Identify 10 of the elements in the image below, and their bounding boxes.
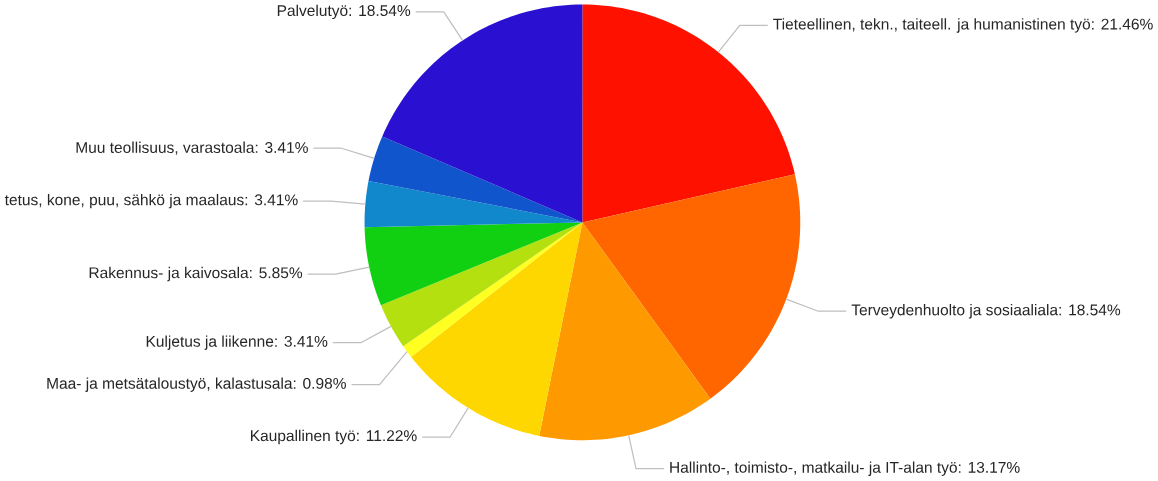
slice-label: Kaupallinen työ: 11.22%: [251, 430, 417, 445]
slice-label: Tieteellinen, tekn., taiteell. ja humanistinen työ: 21.46%: [773, 18, 1153, 33]
slice-label: Maa- ja metsätaloustyö, kalastusala: 0.98%: [47, 377, 346, 393]
slice-label: Rakennus- ja kaivosala: 5.85%: [89, 267, 303, 282]
slice-label: tetus, kone, puu, sähkö ja maalaus: 3.41%: [4, 194, 298, 209]
slice-label: Palvelutyö: 18.54%: [277, 4, 411, 20]
slice-label: Kuljetus ja liikenne: 3.41%: [146, 335, 328, 351]
slice-label: Terveydenhuolto ja sosiaaliala: 18.54%: [851, 304, 1121, 319]
slice-label: Muu teollisuus, varastoala: 3.41%: [76, 141, 308, 156]
slice-label: Hallinto-, toimisto-, matkailu- ja IT-alan työ: 13.17%: [670, 461, 1020, 477]
